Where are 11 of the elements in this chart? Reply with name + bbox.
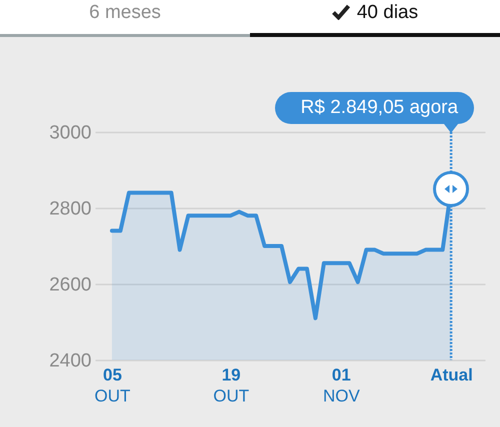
x-tick-label: 05 OUT	[94, 366, 130, 406]
x-tick-label: 19 OUT	[213, 366, 250, 406]
x-tick-label: Atual	[430, 366, 473, 384]
tab: 6 meses	[0, 0, 250, 37]
y-tick-label: 2800	[49, 198, 92, 220]
y-tick-label: 2400	[49, 350, 92, 372]
y-tick-label: 2600	[49, 274, 92, 296]
x-tick-label: 01 NOV	[322, 366, 360, 406]
tab: 40 dias	[250, 0, 500, 37]
y-tick-label: 3000	[49, 122, 92, 144]
ref-line-label: R$ 2.849,05 agora	[274, 92, 474, 124]
